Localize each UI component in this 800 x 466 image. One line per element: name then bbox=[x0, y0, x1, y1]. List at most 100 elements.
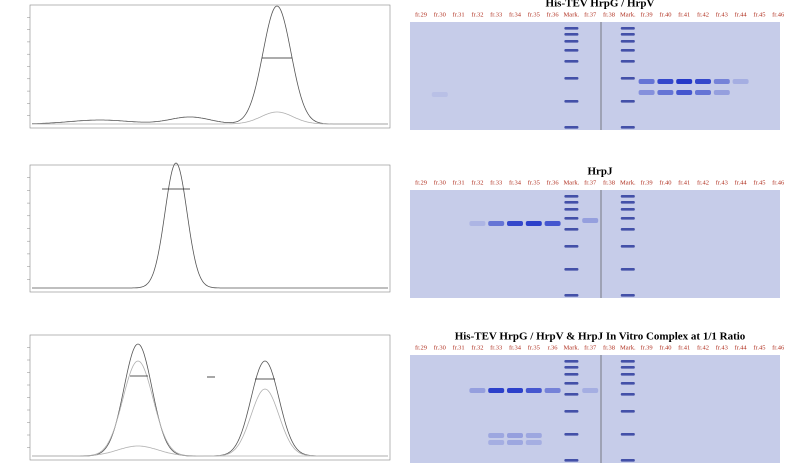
gel bbox=[410, 22, 780, 130]
marker-band bbox=[620, 33, 635, 36]
marker-band bbox=[620, 77, 635, 80]
lane-label: fr.31 bbox=[453, 11, 465, 18]
lane-label: fr.38 bbox=[603, 344, 615, 351]
lane-label: fr.39 bbox=[641, 344, 653, 351]
protein-band bbox=[507, 433, 523, 438]
protein-band bbox=[525, 433, 542, 438]
marker-band bbox=[564, 294, 579, 297]
lane-label: fr.41 bbox=[678, 11, 690, 18]
marker-band bbox=[620, 40, 635, 43]
lane-label: fr.37 bbox=[584, 179, 597, 186]
lane-label: fr.34 bbox=[509, 11, 522, 18]
trace bbox=[32, 5, 388, 125]
marker-band bbox=[564, 393, 579, 396]
lane-label: fr.34 bbox=[509, 344, 522, 351]
lane-label: fr.37 bbox=[584, 344, 597, 351]
trace bbox=[32, 445, 388, 457]
protein-band bbox=[525, 221, 542, 226]
marker-band bbox=[564, 49, 579, 52]
marker-band bbox=[620, 201, 635, 204]
marker-band bbox=[620, 373, 635, 376]
marker-band bbox=[564, 217, 579, 220]
lane-label: fr.45 bbox=[753, 11, 765, 18]
gel-shade bbox=[410, 22, 780, 130]
protein-band bbox=[582, 218, 599, 223]
marker-band bbox=[564, 410, 579, 413]
lane-label: fr.42 bbox=[697, 11, 709, 18]
lane-label: Mark. bbox=[564, 11, 580, 18]
lane-label: fr.44 bbox=[735, 179, 748, 186]
lane-label: fr.46 bbox=[772, 344, 785, 351]
lane-label: fr.42 bbox=[697, 179, 709, 186]
marker-band bbox=[564, 245, 579, 248]
marker-band bbox=[564, 195, 579, 198]
protein-band bbox=[469, 388, 486, 393]
lane-label: fr.36 bbox=[547, 11, 560, 18]
lane-label: fr.33 bbox=[490, 179, 502, 186]
lane-label: Mark. bbox=[620, 344, 636, 351]
marker-band bbox=[564, 268, 579, 271]
lane-label: fr.31 bbox=[453, 344, 465, 351]
protein-band bbox=[525, 440, 542, 445]
marker-band bbox=[564, 382, 579, 385]
lane-label: fr.45 bbox=[753, 344, 765, 351]
marker-band bbox=[620, 360, 635, 363]
lane-label: fr.39 bbox=[641, 179, 653, 186]
gel-shade bbox=[410, 355, 780, 463]
lane-label: fr.32 bbox=[471, 11, 483, 18]
lane-label: fr.39 bbox=[641, 11, 653, 18]
marker-band bbox=[620, 27, 635, 30]
marker-band bbox=[564, 208, 579, 211]
protein-band bbox=[713, 90, 730, 95]
protein-band bbox=[469, 221, 486, 226]
lane-label: fr.40 bbox=[659, 344, 671, 351]
protein-band bbox=[507, 388, 523, 393]
protein-band bbox=[638, 90, 655, 95]
marker-band bbox=[620, 459, 635, 462]
lane-label: fr.36 bbox=[547, 179, 560, 186]
lane-label: fr.41 bbox=[678, 179, 690, 186]
lane-label: fr.43 bbox=[716, 344, 728, 351]
chromatogram-frame bbox=[29, 334, 391, 461]
lane-label: fr.43 bbox=[716, 179, 728, 186]
lane-label: fr.45 bbox=[753, 179, 765, 186]
marker-band bbox=[620, 410, 635, 413]
marker-band bbox=[564, 228, 579, 231]
lane-label: fr.32 bbox=[471, 344, 483, 351]
chromatogram-frame bbox=[29, 4, 391, 129]
gel-title: His-TEV HrpG / HrpV bbox=[546, 0, 655, 10]
lane-label: fr.46 bbox=[772, 179, 785, 186]
marker-band bbox=[564, 27, 579, 30]
marker-band bbox=[620, 245, 635, 248]
protein-band bbox=[676, 90, 693, 95]
lane-label: fr.35 bbox=[528, 344, 540, 351]
lane-label: Mark. bbox=[620, 179, 636, 186]
marker-band bbox=[564, 40, 579, 43]
protein-band bbox=[525, 388, 542, 393]
lane-label: fr.46 bbox=[772, 11, 785, 18]
lane-label: fr.33 bbox=[490, 344, 502, 351]
marker-band bbox=[620, 208, 635, 211]
protein-band bbox=[488, 388, 505, 393]
lane-label: fr.32 bbox=[471, 179, 483, 186]
marker-band bbox=[564, 459, 579, 462]
marker-band bbox=[564, 60, 579, 63]
lane-label: fr.40 bbox=[659, 11, 671, 18]
marker-band bbox=[564, 366, 579, 369]
lane-label: Mark. bbox=[564, 344, 580, 351]
marker-band bbox=[620, 433, 635, 436]
lane-label: fr.30 bbox=[434, 11, 446, 18]
lane-label: fr.30 bbox=[434, 179, 446, 186]
protein-band bbox=[488, 221, 505, 226]
lane-label: fr.42 bbox=[697, 344, 709, 351]
marker-band bbox=[620, 294, 635, 297]
protein-band bbox=[488, 440, 505, 445]
protein-band bbox=[732, 79, 749, 84]
lane-label: fr.33 bbox=[490, 11, 502, 18]
lane-label: fr.35 bbox=[528, 179, 540, 186]
lane-label: fr.44 bbox=[735, 11, 748, 18]
protein-band bbox=[507, 221, 523, 226]
protein-band bbox=[582, 388, 599, 393]
protein-band bbox=[657, 90, 674, 95]
trace bbox=[32, 162, 388, 289]
